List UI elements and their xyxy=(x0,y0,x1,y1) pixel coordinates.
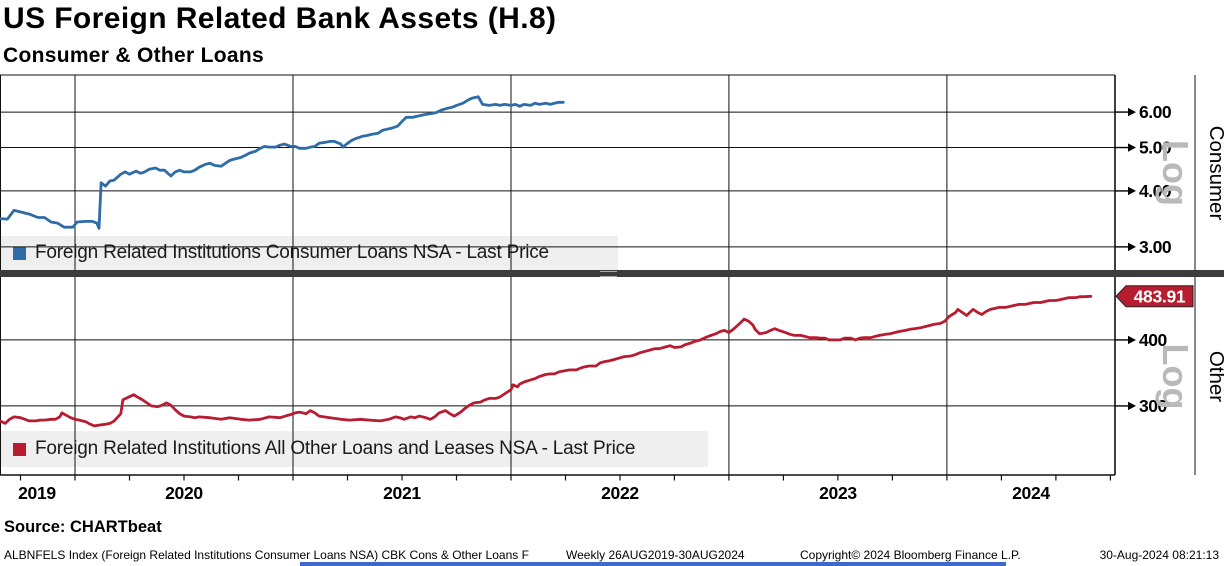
last-price-value: 483.91 xyxy=(1134,286,1186,306)
other-series-line xyxy=(0,294,1093,428)
y-tick-arrowhead-icon xyxy=(1128,143,1136,152)
y-tick-label: 5.00 xyxy=(1139,138,1172,158)
legend-swatch-consumer-icon xyxy=(13,246,26,260)
y-tick-arrowhead-icon xyxy=(1128,401,1136,411)
x-axis-year-label: 2019 xyxy=(18,483,56,503)
y-tick-label: 300 xyxy=(1139,396,1167,416)
x-axis-year-label: 2021 xyxy=(383,483,421,503)
y-tick-label: 6.00 xyxy=(1139,102,1172,122)
chart-subtitle: Consumer & Other Loans xyxy=(3,44,264,67)
panel-name-label: Other xyxy=(1205,351,1224,402)
panel-name-label: Consumer xyxy=(1205,126,1224,221)
x-axis-year-label: 2020 xyxy=(165,483,203,503)
chart-title: US Foreign Related Bank Assets (H.8) xyxy=(3,2,557,35)
legend-label-consumer: Foreign Related Institutions Consumer Lo… xyxy=(35,242,549,263)
panel-separator xyxy=(0,270,1224,277)
footer-timestamp: 30-Aug-2024 08:21:13 xyxy=(1099,548,1219,562)
y-tick-label: 400 xyxy=(1139,330,1167,350)
x-axis-year-label: 2024 xyxy=(1012,483,1050,503)
scale-log-label: Log xyxy=(1155,140,1196,206)
footer-date-range: Weekly 26AUG2019-30AUG2024 xyxy=(566,548,745,562)
legend-label-other: Foreign Related Institutions All Other L… xyxy=(35,438,636,459)
y-tick-arrowhead-icon xyxy=(1128,242,1136,252)
footer-description: ALBNFELS Index (Foreign Related Institut… xyxy=(4,548,529,562)
footer-copyright: Copyright© 2024 Bloomberg Finance L.P. xyxy=(800,548,1021,562)
legend-swatch-other-icon xyxy=(13,442,26,456)
last-price-tag xyxy=(1115,285,1194,308)
bottom-accent-bar xyxy=(300,562,1006,566)
x-axis-year-label: 2022 xyxy=(601,483,639,503)
panel-separator-grip-icon[interactable] xyxy=(600,271,617,277)
y-tick-label: 4.00 xyxy=(1139,181,1172,201)
y-tick-label: 3.00 xyxy=(1139,237,1172,257)
x-axis-year-label: 2023 xyxy=(819,483,857,503)
consumer-series-line xyxy=(0,95,565,230)
footer-fineprint: ALBNFELS Index (Foreign Related Institut… xyxy=(0,548,1224,564)
y-tick-arrowhead-icon xyxy=(1128,335,1136,345)
legend-consumer-loans: Foreign Related Institutions Consumer Lo… xyxy=(0,236,618,270)
y-tick-arrowhead-icon xyxy=(1128,186,1136,196)
scale-log-label: Log xyxy=(1155,344,1196,410)
legend-other-loans: Foreign Related Institutions All Other L… xyxy=(0,431,708,467)
x-axis-labels: 2019 2020 2021 2022 2023 2024 xyxy=(0,483,1224,507)
y-tick-arrowhead-icon xyxy=(1128,107,1136,117)
source-line: Source: CHARTbeat xyxy=(4,518,162,536)
